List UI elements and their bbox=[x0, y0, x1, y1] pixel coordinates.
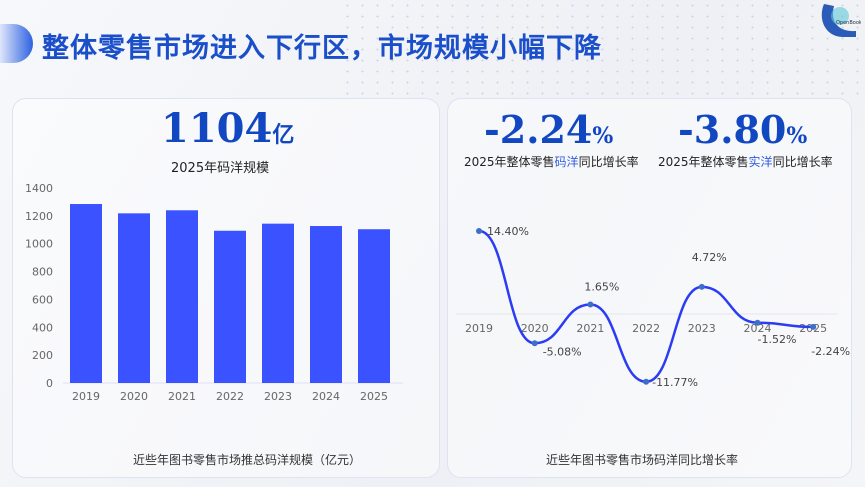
point-2024 bbox=[754, 319, 761, 326]
kpi-code-growth-label: 2025年整体零售码洋同比增长率 bbox=[464, 155, 639, 169]
line-chart: 201920202021202220232024202514.40%-5.08%… bbox=[456, 225, 850, 389]
x-tick-label: 2020 bbox=[120, 390, 148, 403]
y-tick-label: 400 bbox=[32, 321, 53, 334]
x-tick-label: 2019 bbox=[465, 322, 493, 335]
point-2019 bbox=[476, 228, 482, 235]
kpi-market-size-label: 2025年码洋规模 bbox=[171, 161, 270, 176]
x-tick-label: 2021 bbox=[576, 322, 604, 335]
growth-line bbox=[478, 229, 814, 384]
y-tick-label: 600 bbox=[32, 293, 53, 306]
x-tick-label: 2025 bbox=[360, 390, 388, 403]
point-2020 bbox=[531, 340, 538, 347]
x-tick-label: 2023 bbox=[264, 390, 292, 403]
dot-pattern bbox=[340, 0, 865, 95]
bar-2024 bbox=[310, 226, 342, 383]
point-2023 bbox=[698, 283, 705, 290]
market-size-panel: 1104亿 2025年码洋规模 0 200 400 600 800 1000 1200 140… bbox=[12, 98, 440, 478]
y-tick-label: 1400 bbox=[25, 182, 53, 195]
bar-2021 bbox=[166, 210, 198, 383]
data-label: -5.08% bbox=[543, 345, 582, 358]
data-label: -11.77% bbox=[652, 376, 698, 389]
data-label: -1.52% bbox=[758, 333, 797, 346]
x-tick-label: 2024 bbox=[744, 322, 772, 335]
y-tick-label: 1000 bbox=[25, 238, 53, 251]
bar-chart-caption: 近些年图书零售市场推总码洋规模（亿元） bbox=[133, 453, 362, 467]
y-tick-label: 200 bbox=[32, 349, 53, 362]
y-tick-label: 0 bbox=[46, 377, 53, 390]
bar-2022 bbox=[214, 230, 246, 383]
x-tick-label: 2022 bbox=[632, 322, 660, 335]
bar-chart: 0 200 400 600 800 1000 1200 1400 2019 2020 2021 202… bbox=[25, 182, 403, 403]
point-2025 bbox=[810, 323, 817, 330]
openbook-logo: OpenBook bbox=[821, 4, 861, 37]
kpi-real-growth-label: 2025年整体零售实洋同比增长率 bbox=[658, 155, 833, 169]
growth-rate-panel: -2.24% 2025年整体零售码洋同比增长率 -3.80% 2025年整体零售… bbox=[447, 98, 852, 478]
point-2022 bbox=[643, 378, 650, 385]
point-2021 bbox=[587, 301, 594, 308]
bar-2020 bbox=[118, 213, 150, 383]
kpi-real-growth: -3.80% bbox=[678, 107, 808, 152]
y-tick-label: 1200 bbox=[25, 210, 53, 223]
kpi-code-growth: -2.24% bbox=[484, 107, 614, 152]
bar-2019 bbox=[70, 204, 102, 383]
y-tick-label: 800 bbox=[32, 266, 53, 279]
data-label: 14.40% bbox=[487, 225, 529, 238]
bar-2025 bbox=[358, 229, 390, 383]
x-tick-label: 2021 bbox=[168, 390, 196, 403]
line-chart-caption: 近些年图书零售市场码洋同比增长率 bbox=[546, 453, 739, 467]
x-tick-label: 2024 bbox=[312, 390, 340, 403]
x-tick-label: 2020 bbox=[521, 322, 549, 335]
data-label: 4.72% bbox=[692, 251, 727, 264]
bar-2023 bbox=[262, 223, 294, 383]
kpi-market-size: 1104亿 bbox=[161, 105, 295, 152]
data-label: -2.24% bbox=[811, 345, 850, 358]
page-title: 整体零售市场进入下行区，市场规模小幅下降 bbox=[42, 33, 602, 64]
x-tick-label: 2023 bbox=[688, 322, 716, 335]
svg-text:OpenBook: OpenBook bbox=[836, 20, 861, 26]
title-accent bbox=[0, 24, 33, 63]
x-tick-label: 2022 bbox=[216, 390, 244, 403]
data-label: 1.65% bbox=[584, 280, 619, 293]
x-tick-label: 2019 bbox=[72, 390, 100, 403]
